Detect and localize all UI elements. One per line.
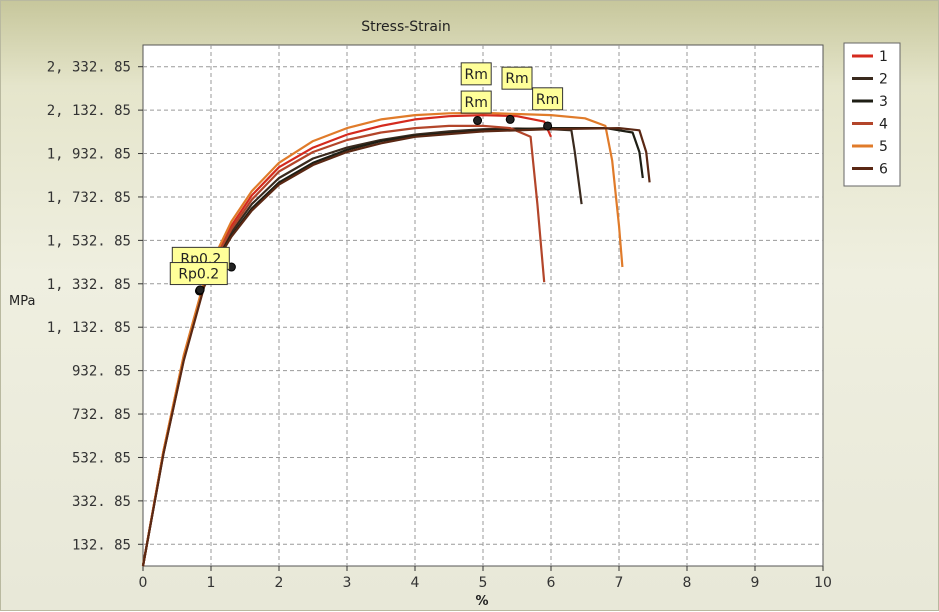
- x-tick-label: 0: [139, 575, 148, 591]
- grid-lines: [143, 45, 823, 566]
- y-axis-title: MPa: [9, 294, 35, 309]
- x-tick-label: 7: [615, 575, 624, 591]
- annotation-box: [460, 90, 492, 114]
- x-tick-label: 1: [207, 575, 216, 591]
- x-tick-label: 6: [547, 575, 556, 591]
- legend-label: 2: [879, 72, 888, 88]
- legend-label: 6: [879, 162, 888, 178]
- y-tick-label: 1, 532. 85: [47, 233, 131, 249]
- series-line-6: [141, 127, 651, 567]
- y-tick-label: 332. 85: [72, 494, 131, 510]
- annotation-label: Rm: [460, 62, 492, 86]
- legend-item: 1: [852, 49, 888, 65]
- legend-label: 5: [879, 139, 888, 155]
- legend-item: 6: [852, 162, 888, 178]
- x-tick-label: 4: [411, 575, 420, 591]
- y-tick-label: 732. 85: [72, 407, 131, 423]
- annotation-label: Rm: [460, 90, 492, 114]
- y-tick-label: 2, 132. 85: [47, 103, 131, 119]
- x-tick-label: 10: [814, 575, 832, 591]
- annotation-text: Rm: [465, 67, 488, 83]
- annotation-label: Rm: [532, 87, 564, 111]
- legend-label: 4: [879, 117, 888, 133]
- legend-item: 3: [852, 94, 888, 110]
- y-tick-label: 132. 85: [72, 537, 131, 553]
- legend-label: 3: [879, 94, 888, 110]
- chart-title: Stress-Strain: [361, 19, 451, 35]
- y-tick-label: 532. 85: [72, 450, 131, 466]
- point-marker: [195, 285, 205, 295]
- y-tick-label: 1, 732. 85: [47, 190, 131, 206]
- legend-item: 4: [852, 117, 888, 133]
- y-tick-label: 1, 932. 85: [47, 147, 131, 163]
- y-tick-label: 932. 85: [72, 364, 131, 380]
- x-tick-label: 3: [343, 575, 352, 591]
- legend-label: 1: [879, 49, 888, 65]
- annotation-text: Rm: [505, 71, 528, 87]
- y-tick-label: 1, 132. 85: [47, 320, 131, 336]
- x-axis-title: %: [475, 594, 488, 609]
- x-tick-label: 2: [275, 575, 284, 591]
- series-lines: [141, 111, 651, 567]
- x-tick-label: 5: [479, 575, 488, 591]
- annotation-box: [460, 62, 492, 86]
- annotation-box: [532, 87, 564, 111]
- legend-item: 5: [852, 139, 888, 155]
- point-marker: [505, 114, 515, 124]
- y-axis-ticks: 132. 85 332. 85 532. 85 732. 85 932. 85 1, 13…: [47, 60, 143, 553]
- annotation-text: Rm: [465, 95, 488, 111]
- annotation-label: Rm: [501, 66, 533, 90]
- legend-item: 2: [852, 72, 888, 88]
- point-marker: [543, 121, 553, 131]
- annotation-label: Rp0.2: [169, 262, 228, 286]
- y-tick-label: 1, 332. 85: [47, 277, 131, 293]
- point-marker: [473, 116, 483, 126]
- annotation-text: Rp0.2: [178, 267, 219, 283]
- point-markers: [194, 114, 553, 296]
- annotation-box: [501, 66, 533, 90]
- annotation-text: Rm: [536, 92, 559, 108]
- y-tick-label: 2, 332. 85: [47, 60, 131, 76]
- x-tick-label: 9: [751, 575, 760, 591]
- legend: 1 2 3 4 5 6: [843, 42, 901, 187]
- x-axis-ticks: 0 1 2 3 4 5 6 7 8 9 10: [139, 566, 832, 591]
- annotation-box: [169, 262, 228, 286]
- x-tick-label: 8: [683, 575, 692, 591]
- legend-box: [843, 42, 901, 187]
